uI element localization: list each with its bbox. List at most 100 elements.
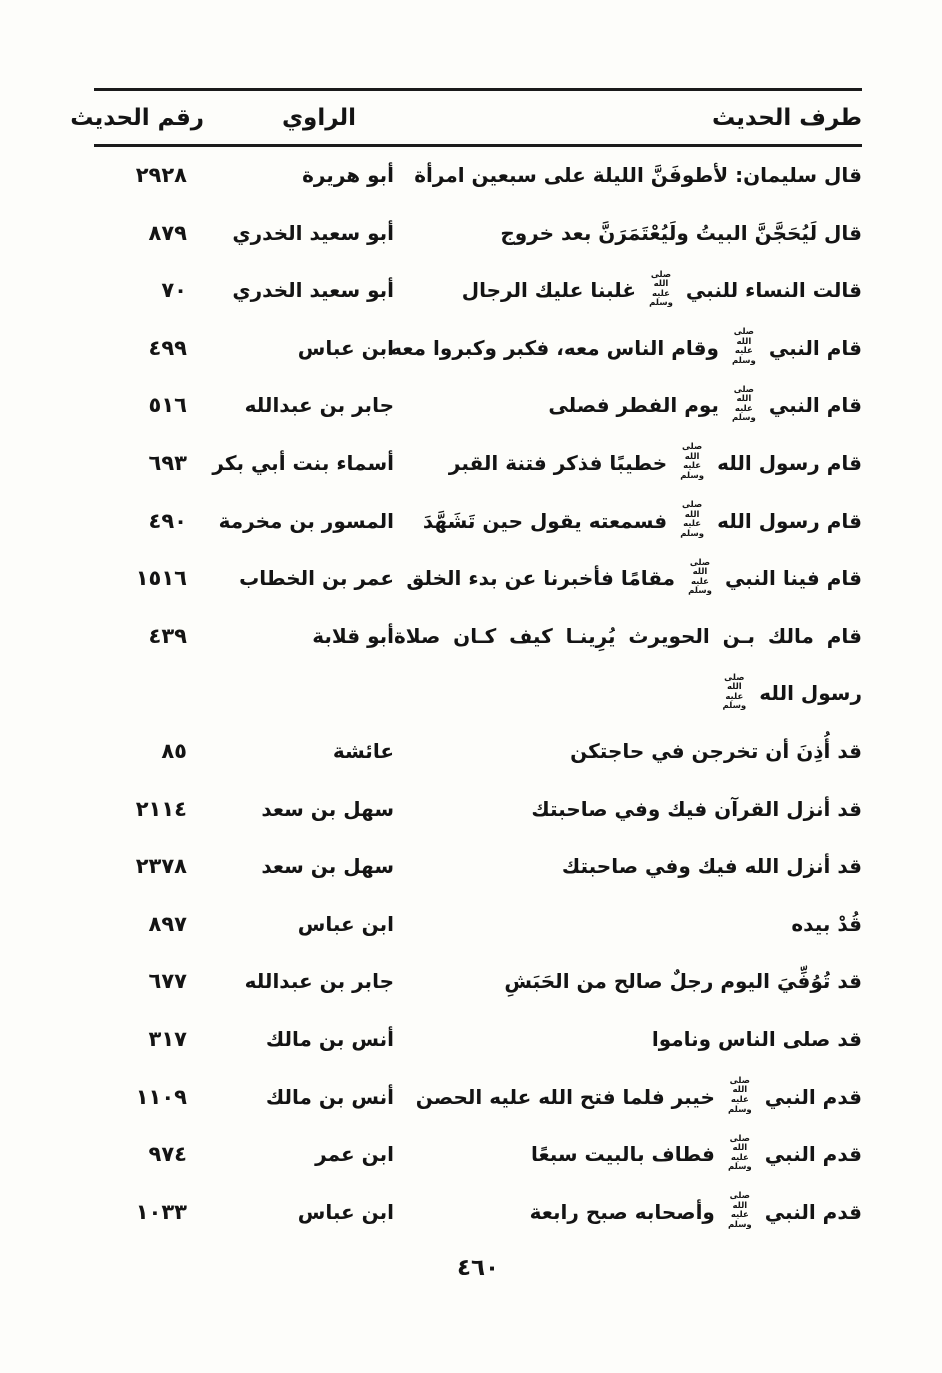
number-cell: ٢١١٤ <box>135 796 187 821</box>
hadith-cell: قد تُوُفِّيَ اليوم رجلٌ صالح من الحَبَشِ <box>394 953 862 1011</box>
hadith-text-line: قالت النساء للنبي صلى الله عليه وسلم غلب… <box>461 269 862 309</box>
table-row: قد تُوُفِّيَ اليوم رجلٌ صالح من الحَبَشِ… <box>94 953 862 1011</box>
table-row: قد أُذِنَ أن تخرجن في حاجتكن عائشة ٨٥ <box>94 723 862 781</box>
header-hadith-number: رقم الحديث <box>70 104 204 131</box>
table-row: قام رسول الله صلى الله عليه وسلم خطيبًا … <box>94 435 862 493</box>
index-table-body: قال سليمان: لأطوفَنَّ الليلة على سبعين ا… <box>94 147 862 1241</box>
number-cell: ٧٠ <box>161 278 187 303</box>
hadith-text-line: قدم النبي صلى الله عليه وسلم فطاف بالبيت… <box>530 1133 862 1173</box>
number-cell: ٢٩٢٨ <box>135 163 187 187</box>
narrator-cell: أبو قلابة <box>312 623 394 648</box>
hadith-text-line: قد صلى الناس وناموا <box>651 1026 862 1051</box>
pbuh-ligature-icon: صلى الله عليه وسلم <box>731 327 756 366</box>
table-row: قد أنزل القرآن فيك وفي صاحبتك سهل بن سعد… <box>94 781 862 839</box>
pbuh-ligature-icon: صلى الله عليه وسلم <box>727 1191 752 1230</box>
number-cell: ٣١٧ <box>148 1026 187 1051</box>
table-row: قام النبي صلى الله عليه وسلم يوم الفطر ف… <box>94 377 862 435</box>
hadith-text-line: قال سليمان: لأطوفَنَّ الليلة على سبعين ا… <box>414 163 862 187</box>
narrator-cell: المسور بن مخرمة <box>218 508 394 533</box>
hadith-cell: قال سليمان: لأطوفَنَّ الليلة على سبعين ا… <box>394 147 862 205</box>
narrator-cell: أسماء بنت أبي بكر <box>212 450 394 475</box>
table-row: قالت النساء للنبي صلى الله عليه وسلم غلب… <box>94 262 862 320</box>
table-row: قام فينا النبي صلى الله عليه وسلم مقامًا… <box>94 550 862 608</box>
narrator-cell: أنس بن مالك <box>265 1026 394 1051</box>
hadith-text-line: قدم النبي صلى الله عليه وسلم وأصحابه صبح… <box>529 1191 862 1230</box>
hadith-cell: قام فينا النبي صلى الله عليه وسلم مقامًا… <box>394 550 862 608</box>
hadith-cell: قُدْ بيده <box>394 896 862 954</box>
table-row: قد أنزل الله فيك وفي صاحبتك سهل بن سعد ٢… <box>94 838 862 896</box>
pbuh-ligature-icon: صلى الله عليه وسلم <box>680 500 704 539</box>
hadith-text-line: قد تُوُفِّيَ اليوم رجلٌ صالح من الحَبَشِ <box>504 969 862 994</box>
hadith-cell: قام النبي صلى الله عليه وسلم وقام الناس … <box>390 320 862 378</box>
number-cell: ٦٧٧ <box>148 969 187 994</box>
hadith-cell: قام رسول الله صلى الله عليه وسلم خطيبًا … <box>394 435 862 493</box>
hadith-text-line: رسول الله صلى الله عليه وسلم <box>394 665 862 723</box>
number-cell: ٦٩٣ <box>148 450 187 475</box>
hadith-text-line: قام رسول الله صلى الله عليه وسلم خطيبًا … <box>448 442 862 481</box>
header-hadith-excerpt: طرف الحديث <box>711 104 862 131</box>
table-row: قدم النبي صلى الله عليه وسلم فطاف بالبيت… <box>94 1126 862 1184</box>
hadith-cell: قدم النبي صلى الله عليه وسلم فطاف بالبيت… <box>394 1126 862 1184</box>
narrator-cell: أبو سعيد الخدري <box>232 220 394 245</box>
table-row: قال سليمان: لأطوفَنَّ الليلة على سبعين ا… <box>94 147 862 205</box>
hadith-text-line: قام رسول الله صلى الله عليه وسلم فسمعته … <box>422 500 862 539</box>
hadith-text-line: قد أُذِنَ أن تخرجن في حاجتكن <box>570 738 862 763</box>
table-row: قام مالك بـن الحويرث يُرِينـا كيف كـان ص… <box>94 608 862 723</box>
hadith-cell: قدم النبي صلى الله عليه وسلم وأصحابه صبح… <box>394 1184 862 1242</box>
narrator-cell: ابن عباس <box>297 1199 394 1224</box>
table-row: قدم النبي صلى الله عليه وسلم وأصحابه صبح… <box>94 1184 862 1242</box>
narrator-cell: ابن عباس <box>297 911 394 936</box>
hadith-text-line: قام فينا النبي صلى الله عليه وسلم مقامًا… <box>406 557 862 597</box>
hadith-text-line: قال لَيُحَجَّنَّ البيتُ ولَيُعْتَمَرَنَّ… <box>500 220 862 245</box>
number-cell: ٤٩٩ <box>148 335 187 360</box>
narrator-cell: جابر بن عبدالله <box>244 393 394 418</box>
hadith-text-line: قام النبي صلى الله عليه وسلم وقام الناس … <box>390 327 862 366</box>
number-cell: ٨٩٧ <box>148 911 187 936</box>
number-cell: ٩٧٤ <box>148 1142 187 1167</box>
narrator-cell: سهل بن سعد <box>261 796 394 821</box>
number-cell: ١١٠٩ <box>135 1084 187 1109</box>
narrator-cell: أبو سعيد الخدري <box>232 278 394 303</box>
narrator-cell: أبو هريرة <box>302 163 394 187</box>
header-narrator: الراوي <box>281 104 357 131</box>
narrator-cell: ابن عمر <box>315 1142 394 1167</box>
hadith-cell: قام النبي صلى الله عليه وسلم يوم الفطر ف… <box>394 377 862 435</box>
number-cell: ١٠٣٣ <box>135 1199 187 1224</box>
pbuh-ligature-icon: صلى الله عليه وسلم <box>649 269 673 309</box>
narrator-cell: أنس بن مالك <box>265 1084 394 1109</box>
narrator-cell: سهل بن سعد <box>261 854 394 879</box>
hadith-text-line: قد أنزل القرآن فيك وفي صاحبتك <box>531 796 862 821</box>
narrator-cell: عائشة <box>332 738 394 763</box>
number-cell: ٢٣٧٨ <box>135 854 187 879</box>
hadith-cell: قد صلى الناس وناموا <box>394 1011 862 1069</box>
pbuh-ligature-icon: صلى الله عليه وسلم <box>722 672 747 712</box>
number-cell: ٥١٦ <box>148 393 187 418</box>
hadith-cell: قد أنزل الله فيك وفي صاحبتك <box>394 838 862 896</box>
hadith-cell: قام مالك بـن الحويرث يُرِينـا كيف كـان ص… <box>394 608 862 723</box>
table-row: قد صلى الناس وناموا أنس بن مالك ٣١٧ <box>94 1011 862 1069</box>
table-row: قدم النبي صلى الله عليه وسلم خيبر فلما ف… <box>94 1069 862 1127</box>
hadith-cell: قد أُذِنَ أن تخرجن في حاجتكن <box>394 723 862 781</box>
page-number: ٤٦٠ <box>456 1255 500 1281</box>
hadith-cell: قام رسول الله صلى الله عليه وسلم فسمعته … <box>394 493 862 551</box>
hadith-text-line: قام مالك بـن الحويرث يُرِينـا كيف كـان ص… <box>394 623 862 648</box>
hadith-cell: قال لَيُحَجَّنَّ البيتُ ولَيُعْتَمَرَنَّ… <box>394 205 862 263</box>
hadith-text-line: قُدْ بيده <box>791 911 862 936</box>
number-cell: ٤٩٠ <box>148 508 187 533</box>
hadith-text-line: قام النبي صلى الله عليه وسلم يوم الفطر ف… <box>548 384 862 424</box>
number-cell: ١٥١٦ <box>135 566 187 591</box>
pbuh-ligature-icon: صلى الله عليه وسلم <box>731 384 756 424</box>
table-row: قام النبي صلى الله عليه وسلم وقام الناس … <box>94 320 862 378</box>
hadith-cell: قد أنزل القرآن فيك وفي صاحبتك <box>394 781 862 839</box>
table-row: قال لَيُحَجَّنَّ البيتُ ولَيُعْتَمَرَنَّ… <box>94 205 862 263</box>
number-cell: ٨٥ <box>161 738 187 763</box>
hadith-text-line: قدم النبي صلى الله عليه وسلم خيبر فلما ف… <box>415 1075 862 1115</box>
table-row: قام رسول الله صلى الله عليه وسلم فسمعته … <box>94 493 862 551</box>
narrator-cell: جابر بن عبدالله <box>244 969 394 994</box>
number-cell: ٨٧٩ <box>148 220 187 245</box>
pbuh-ligature-icon: صلى الله عليه وسلم <box>727 1133 752 1173</box>
pbuh-ligature-icon: صلى الله عليه وسلم <box>680 442 704 481</box>
number-cell: ٤٣٩ <box>148 623 187 648</box>
pbuh-ligature-icon: صلى الله عليه وسلم <box>688 557 712 597</box>
